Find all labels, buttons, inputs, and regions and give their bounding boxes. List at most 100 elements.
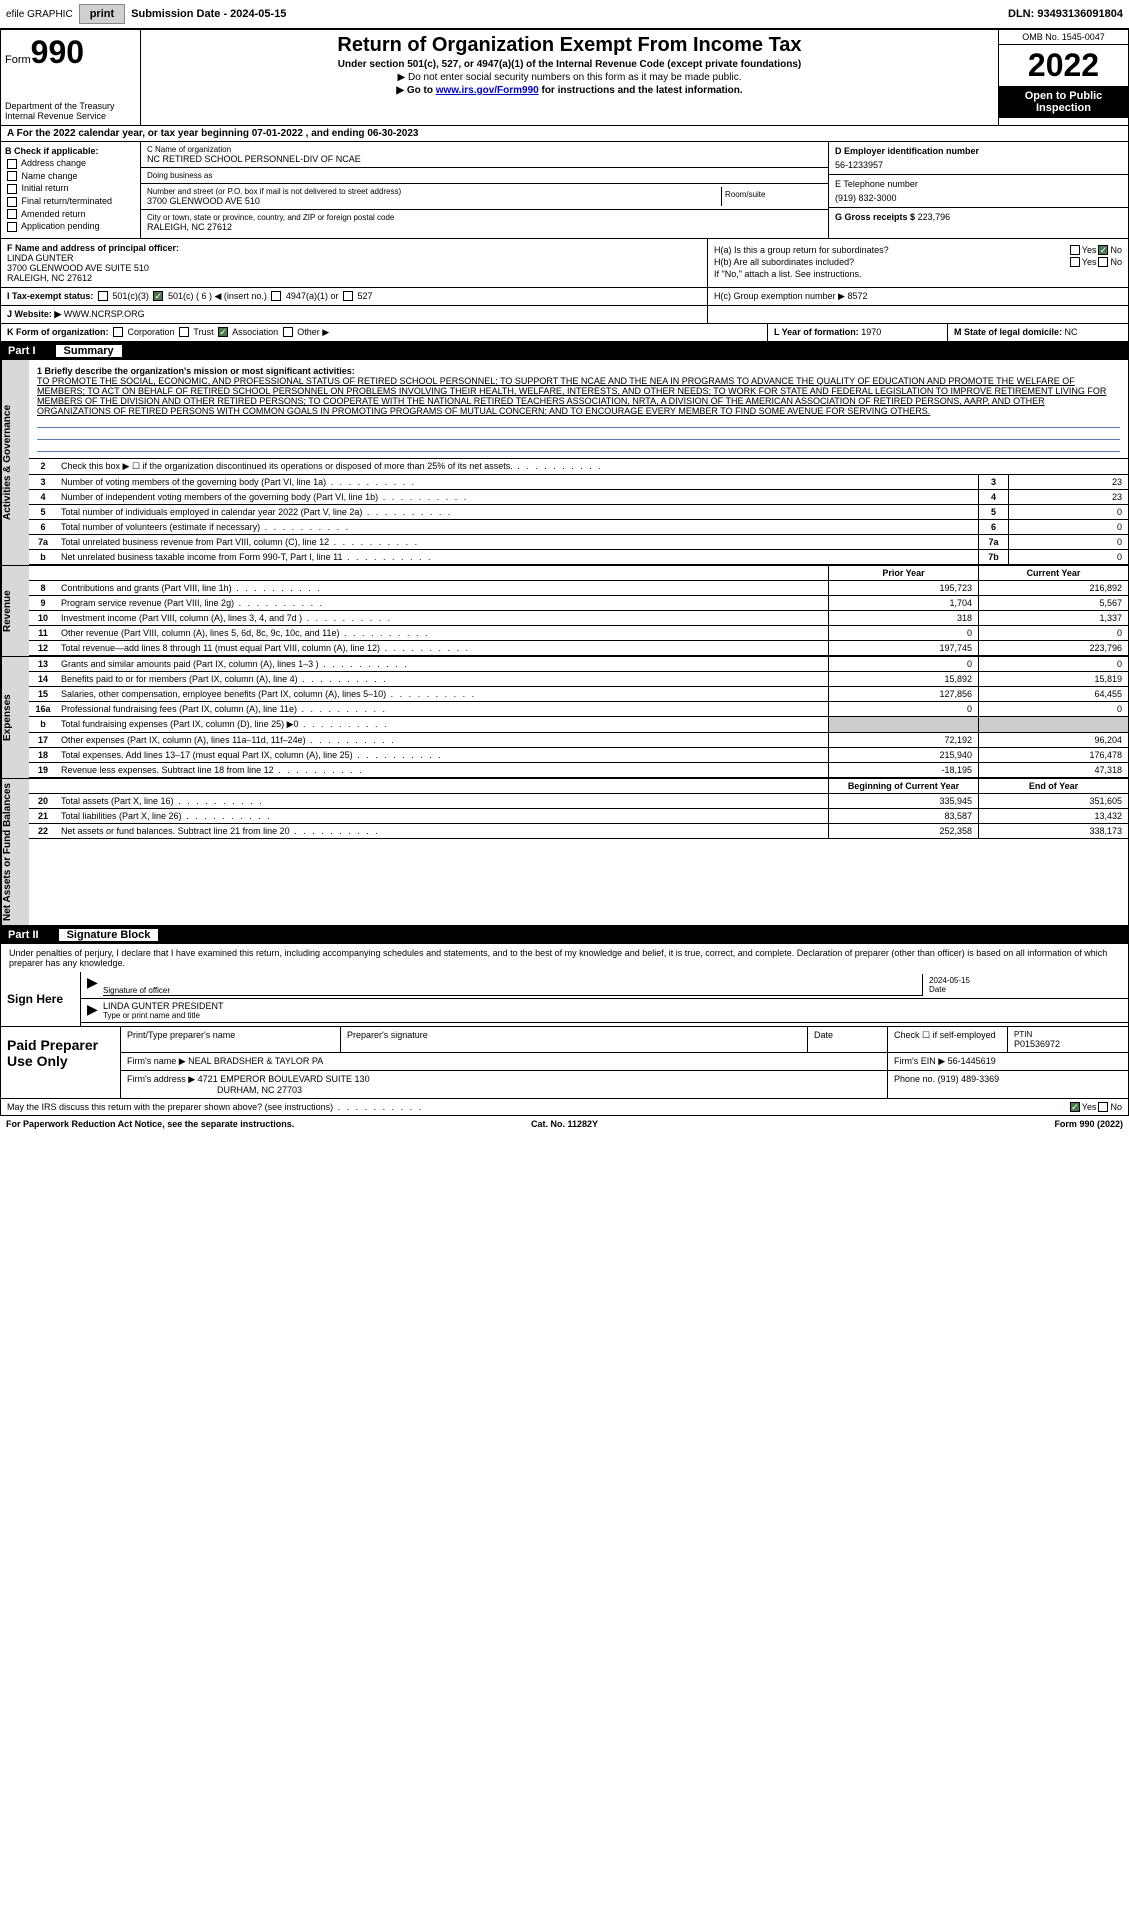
data-row: 22Net assets or fund balances. Subtract …	[29, 824, 1128, 839]
line-value: 0	[1008, 505, 1128, 519]
discuss-no[interactable]	[1098, 1102, 1108, 1112]
line-num: 16a	[29, 702, 57, 716]
data-row: 18Total expenses. Add lines 13–17 (must …	[29, 748, 1128, 763]
chk-other[interactable]	[283, 327, 293, 337]
dept-label: Department of the Treasury	[5, 101, 136, 111]
mission-label: 1 Briefly describe the organization's mi…	[37, 366, 1120, 376]
current-value: 351,605	[978, 794, 1128, 808]
part1-title: Summary	[56, 345, 122, 357]
paperwork-notice: For Paperwork Reduction Act Notice, see …	[6, 1119, 378, 1129]
line-num: 8	[29, 581, 57, 595]
prior-value: 15,892	[828, 672, 978, 686]
begin-year-head: Beginning of Current Year	[828, 779, 978, 793]
line-text: Benefits paid to or for members (Part IX…	[57, 672, 828, 686]
form-subtitle-2: ▶ Do not enter social security numbers o…	[149, 72, 990, 83]
chk-501c[interactable]	[153, 291, 163, 301]
form-header: Form990 Department of the Treasury Inter…	[0, 29, 1129, 126]
discuss-yes[interactable]	[1070, 1102, 1080, 1112]
chk-address-change[interactable]	[7, 159, 17, 169]
form-number: 990	[31, 34, 84, 70]
chk-final-return[interactable]	[7, 197, 17, 207]
city-state-zip: RALEIGH, NC 27612	[147, 222, 822, 232]
discuss-question: May the IRS discuss this return with the…	[7, 1102, 1068, 1112]
line-num: 9	[29, 596, 57, 610]
print-button[interactable]: print	[79, 4, 125, 24]
line-text: Total unrelated business revenue from Pa…	[57, 535, 978, 549]
chk-app-pending[interactable]	[7, 222, 17, 232]
prep-sig-head: Preparer's signature	[341, 1027, 808, 1052]
line-num: 21	[29, 809, 57, 823]
box-b-title: B Check if applicable:	[5, 146, 136, 156]
line-num: 5	[29, 505, 57, 519]
end-year-head: End of Year	[978, 779, 1128, 793]
chk-assoc[interactable]	[218, 327, 228, 337]
prior-value: 215,940	[828, 748, 978, 762]
box-c: C Name of organization NC RETIRED SCHOOL…	[141, 142, 828, 238]
submission-date: Submission Date - 2024-05-15	[131, 8, 286, 20]
chk-initial-return[interactable]	[7, 184, 17, 194]
line-num: 17	[29, 733, 57, 747]
line-box: 6	[978, 520, 1008, 534]
prior-value: 335,945	[828, 794, 978, 808]
ptin-label: PTIN	[1014, 1030, 1122, 1039]
city-label: City or town, state or province, country…	[147, 213, 822, 222]
part2-title: Signature Block	[59, 929, 159, 941]
line-num: 6	[29, 520, 57, 534]
tax-year-range: A For the 2022 calendar year, or tax yea…	[0, 126, 1129, 142]
discuss-row: May the IRS discuss this return with the…	[0, 1099, 1129, 1116]
chk-4947[interactable]	[271, 291, 281, 301]
org-name-label: C Name of organization	[147, 145, 822, 154]
state-domicile: NC	[1065, 327, 1078, 337]
line-text: Investment income (Part VIII, column (A)…	[57, 611, 828, 625]
chk-501c3[interactable]	[98, 291, 108, 301]
line-text: Grants and similar amounts paid (Part IX…	[57, 657, 828, 671]
hb-no[interactable]	[1098, 257, 1108, 267]
line-text: Total assets (Part X, line 16)	[57, 794, 828, 808]
ha-no[interactable]	[1098, 245, 1108, 255]
current-value: 338,173	[978, 824, 1128, 838]
open-inspection: Open to Public Inspection	[999, 86, 1128, 118]
vtab-expenses: Expenses	[1, 657, 29, 778]
hb-note: If "No," attach a list. See instructions…	[714, 269, 1122, 279]
revenue-section: Revenue Prior Year Current Year 8Contrib…	[0, 566, 1129, 657]
line-num: 14	[29, 672, 57, 686]
ha-yes[interactable]	[1070, 245, 1080, 255]
arrow-icon: ▶	[87, 1001, 103, 1020]
data-row: 12Total revenue—add lines 8 through 11 (…	[29, 641, 1128, 656]
current-value: 13,432	[978, 809, 1128, 823]
current-value: 96,204	[978, 733, 1128, 747]
line-num: 15	[29, 687, 57, 701]
prior-value: 0	[828, 657, 978, 671]
current-value: 15,819	[978, 672, 1128, 686]
line-text: Salaries, other compensation, employee b…	[57, 687, 828, 701]
line-box: 7b	[978, 550, 1008, 564]
box-f: F Name and address of principal officer:…	[1, 239, 708, 287]
vtab-net-assets: Net Assets or Fund Balances	[1, 779, 29, 925]
irs-label: Internal Revenue Service	[5, 111, 136, 121]
chk-amended[interactable]	[7, 209, 17, 219]
hb-question: H(b) Are all subordinates included?	[714, 257, 1068, 267]
chk-name-change[interactable]	[7, 171, 17, 181]
phone-label: E Telephone number	[835, 179, 1122, 189]
room-suite-label: Room/suite	[722, 187, 822, 206]
hb-yes[interactable]	[1070, 257, 1080, 267]
part2-label: Part II	[8, 929, 39, 941]
current-value: 64,455	[978, 687, 1128, 701]
omb-number: OMB No. 1545-0047	[999, 30, 1128, 45]
gross-receipts-value: 223,796	[918, 212, 951, 222]
chk-corp[interactable]	[113, 327, 123, 337]
net-assets-section: Net Assets or Fund Balances Beginning of…	[0, 779, 1129, 926]
data-row: 19Revenue less expenses. Subtract line 1…	[29, 763, 1128, 778]
line-text: Net unrelated business taxable income fr…	[57, 550, 978, 564]
line-text: Total number of volunteers (estimate if …	[57, 520, 978, 534]
line-value: 0	[1008, 520, 1128, 534]
sig-date-label: Date	[929, 985, 1116, 994]
chk-527[interactable]	[343, 291, 353, 301]
chk-trust[interactable]	[179, 327, 189, 337]
addr-label: Number and street (or P.O. box if mail i…	[147, 187, 721, 196]
irs-link[interactable]: www.irs.gov/Form990	[436, 85, 539, 96]
firm-phone: (919) 489-3369	[938, 1074, 1000, 1084]
signature-field[interactable]: Signature of officer	[103, 974, 922, 996]
line-value: 23	[1008, 475, 1128, 489]
website-row: J Website: ▶ WWW.NCRSP.ORG	[0, 306, 1129, 324]
